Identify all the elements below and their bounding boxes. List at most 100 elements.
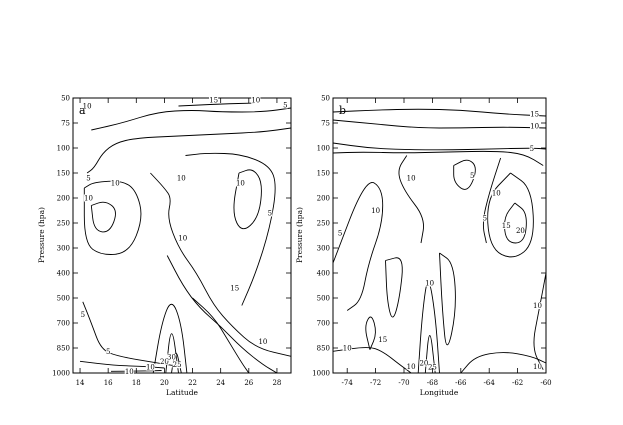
y-tick-label: 850 <box>57 345 70 353</box>
contour-label: 10 <box>146 364 155 372</box>
y-axis-title: Pressure (hpa) <box>37 207 46 263</box>
contour-label: 5 <box>530 145 534 153</box>
contour-label-background <box>425 279 435 287</box>
y-tick-label: 400 <box>57 270 70 278</box>
contour-label-background <box>172 361 182 369</box>
x-tick-label: -74 <box>342 379 354 387</box>
panel-letter: b <box>339 104 346 117</box>
x-tick-label: 18 <box>132 379 141 387</box>
contour-label-background <box>105 347 111 355</box>
contour-label: 5 <box>268 210 272 218</box>
contour-label: 15 <box>209 97 218 105</box>
contour-label: 5 <box>81 311 85 319</box>
y-tick-label: 250 <box>317 220 330 228</box>
tick-layer: 14 16 18 20 22 24 26 28 50 75 100 150 200 250 300 400 50… <box>52 95 291 387</box>
contour-label-background <box>491 189 501 197</box>
y-tick-label: 1000 <box>312 370 330 378</box>
contour-label-background <box>110 179 120 187</box>
contour-label-background <box>166 353 177 361</box>
contour-label: 25 <box>173 361 182 369</box>
x-axis-title: Longitude <box>420 388 459 397</box>
contour-label: 20 <box>419 360 428 368</box>
y-tick-label: 300 <box>57 245 70 253</box>
contour-line-10 <box>332 119 547 129</box>
contour-label-background <box>529 145 535 152</box>
contour-line-25 <box>165 333 179 374</box>
y-tick-label: 150 <box>317 170 330 178</box>
plot-frame <box>332 97 547 374</box>
contour-label-background <box>501 222 511 229</box>
y-tick-label: 850 <box>317 345 330 353</box>
contour-label: 10 <box>407 175 416 183</box>
panel-letter: a <box>79 104 86 117</box>
plot-frame <box>72 97 292 374</box>
contour-label: 15 <box>230 285 239 293</box>
contour-line-5 <box>482 157 502 244</box>
contour-line-5 <box>185 152 276 306</box>
contour-line-10 <box>166 255 278 374</box>
contour-line-15 <box>332 108 547 117</box>
contour-line-10 <box>233 169 262 230</box>
contour-label: 10 <box>125 368 134 376</box>
contour-label: 10 <box>258 338 267 346</box>
y-tick-label: 400 <box>317 270 330 278</box>
y-tick-label: 100 <box>317 145 330 153</box>
contour-line-10 <box>83 180 142 255</box>
contour-label: 10 <box>530 123 539 131</box>
contour-label: 10 <box>371 207 380 215</box>
contour-line-10 <box>332 347 412 374</box>
contour-line-5 <box>332 182 384 311</box>
contour-label: 10 <box>492 190 501 198</box>
contour-line-15 <box>365 316 376 350</box>
contour-label: 5 <box>470 172 474 180</box>
contour-label: 15 <box>530 111 539 119</box>
contour-label-background <box>258 337 268 345</box>
x-tick-label: -70 <box>398 379 409 387</box>
contour-label: 20 <box>516 227 525 235</box>
contour-label: 10 <box>84 195 93 203</box>
contour-label: 10 <box>178 235 187 243</box>
contour-label-background <box>482 214 488 222</box>
contour-line-10 <box>178 102 256 107</box>
contour-label: 10 <box>177 175 186 183</box>
y-tick-label: 150 <box>57 170 70 178</box>
contour-label: 15 <box>378 336 387 344</box>
contour-label-background <box>86 174 91 182</box>
contour-label: 10 <box>533 363 542 371</box>
contour-label-background <box>251 96 261 104</box>
y-tick-label: 1000 <box>52 370 70 378</box>
contour-label: 20 <box>160 358 169 366</box>
contour-label-background <box>80 310 86 318</box>
contour-label-background <box>145 363 155 371</box>
x-tick-label: -68 <box>427 379 438 387</box>
contour-label: 10 <box>533 302 542 310</box>
y-tick-label: 200 <box>57 195 70 203</box>
contour-label-background <box>209 96 219 104</box>
contour-label-background <box>159 357 169 365</box>
x-tick-label: -64 <box>484 379 496 387</box>
contour-line-5 <box>398 155 424 244</box>
contour-line-10 <box>460 352 547 374</box>
contour-label: 10 <box>407 363 416 371</box>
contour-label: 10 <box>111 180 120 188</box>
contour-line-10 <box>332 150 544 166</box>
contour-line-10 <box>439 252 456 346</box>
y-tick-label: 700 <box>57 320 70 328</box>
contour-label: 10 <box>83 103 92 111</box>
contour-label: 5 <box>86 175 90 183</box>
y-tick-label: 50 <box>61 95 70 103</box>
contour-label: 5 <box>483 215 487 223</box>
contour-label: 10 <box>236 180 245 188</box>
contour-line-20 <box>152 303 188 374</box>
contour-label: 25 <box>428 364 437 372</box>
contour-label-background <box>235 179 245 187</box>
contour-label-background <box>530 122 540 130</box>
contour-label-background <box>176 174 186 182</box>
x-tick-label: -62 <box>512 379 523 387</box>
contour-line-5 <box>453 159 476 190</box>
x-tick-label: 28 <box>272 379 281 387</box>
